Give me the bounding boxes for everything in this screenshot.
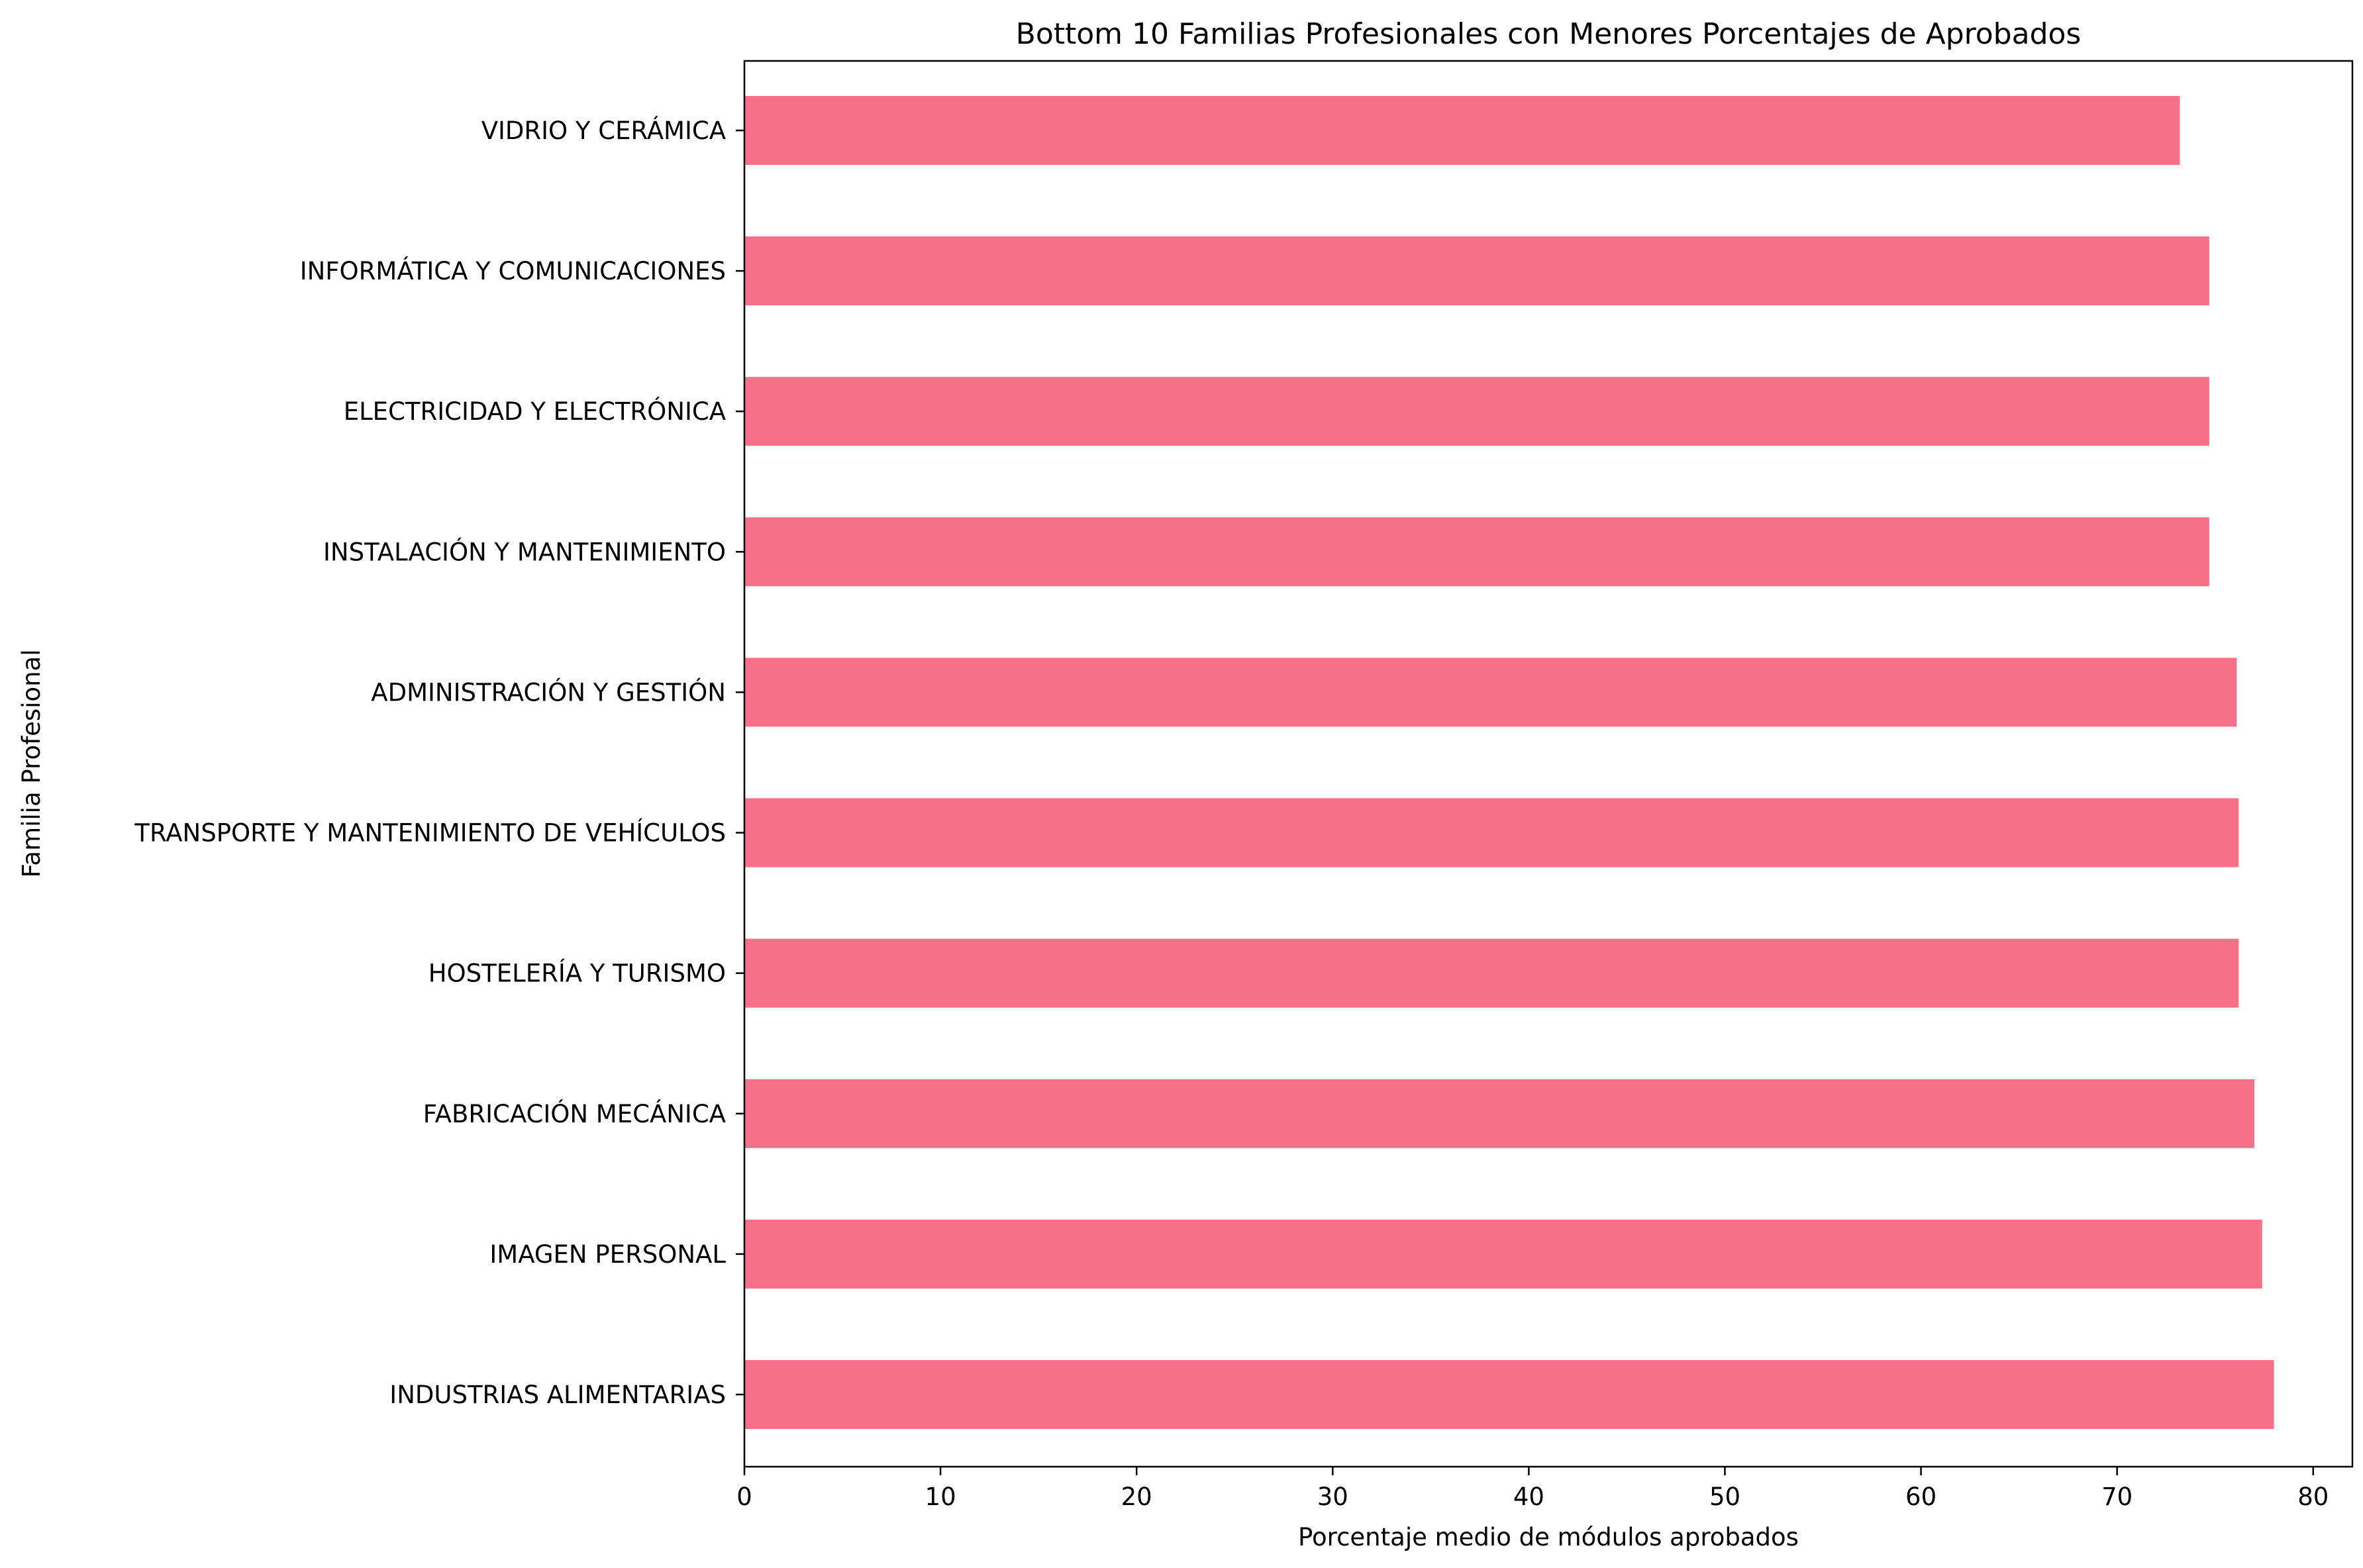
x-axis-label: Porcentaje medio de módulos aprobados <box>1298 1523 1799 1551</box>
bar <box>744 938 2239 1008</box>
x-tick-label: 70 <box>2101 1483 2133 1511</box>
x-tick-label: 30 <box>1317 1483 1348 1511</box>
y-tick-label: VIDRIO Y CERÁMICA <box>481 116 726 145</box>
x-tick-label: 10 <box>925 1483 956 1511</box>
y-tick-label: HOSTELERÍA Y TURISMO <box>428 959 726 988</box>
bars-group <box>744 96 2274 1429</box>
bar <box>744 236 2209 306</box>
x-tick-label: 60 <box>1905 1483 1936 1511</box>
y-tick-label: INFORMÁTICA Y COMUNICACIONES <box>300 256 726 285</box>
y-tick-label: INDUSTRIAS ALIMENTARIAS <box>389 1381 726 1409</box>
y-axis-label: Familia Profesional <box>17 650 46 878</box>
bar <box>744 377 2209 446</box>
plot-frame <box>743 60 2354 1468</box>
bar <box>744 1360 2274 1429</box>
x-tick-label: 0 <box>736 1483 752 1511</box>
x-tick-label: 40 <box>1513 1483 1544 1511</box>
y-tick-label: FABRICACIÓN MECÁNICA <box>423 1099 726 1128</box>
bar <box>744 1079 2254 1148</box>
y-tick-label: IMAGEN PERSONAL <box>489 1240 726 1269</box>
bar <box>744 96 2180 165</box>
bar <box>744 517 2209 587</box>
x-tick-label: 50 <box>1709 1483 1740 1511</box>
bar <box>744 658 2237 727</box>
y-tick-label: ELECTRICIDAD Y ELECTRÓNICA <box>344 397 726 426</box>
y-tick-label: INSTALACIÓN Y MANTENIMIENTO <box>323 537 726 566</box>
y-tick-label: TRANSPORTE Y MANTENIMIENTO DE VEHÍCULOS <box>134 818 726 848</box>
chart-title: Bottom 10 Familias Profesionales con Men… <box>1016 17 2082 51</box>
x-tick-label: 80 <box>2297 1483 2329 1511</box>
y-axis-ticks: VIDRIO Y CERÁMICA INFORMÁTICA Y COMUNICAC… <box>134 116 744 1409</box>
x-axis-ticks: 0 10 20 30 40 50 60 70 80 <box>736 1467 2329 1511</box>
y-tick-label: ADMINISTRACIÓN Y GESTIÓN <box>371 677 726 707</box>
bar <box>744 1219 2262 1289</box>
x-tick-label: 20 <box>1121 1483 1152 1511</box>
bar <box>744 798 2239 867</box>
